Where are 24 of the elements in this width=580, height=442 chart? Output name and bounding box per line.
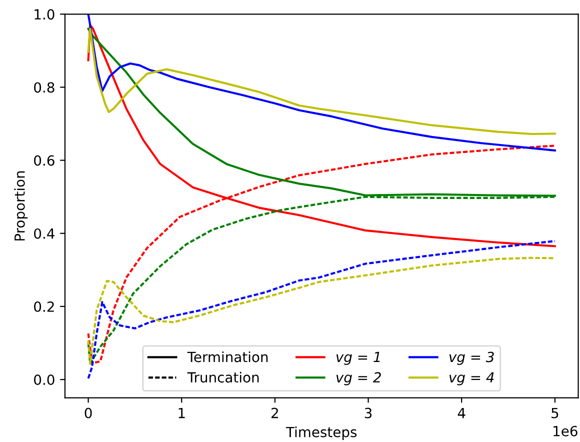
- y-tick-label: 1.0: [34, 9, 54, 20]
- annotation: Truncation: [187, 372, 259, 383]
- x-axis-title: Timesteps: [286, 426, 357, 440]
- legend-label: vg = 3: [449, 352, 494, 365]
- x-tick-label: 0: [84, 408, 92, 418]
- y-tick-label: 0.4: [34, 228, 54, 239]
- annotation: Termination: [187, 351, 268, 362]
- x-tick-label: 5: [552, 408, 558, 418]
- line-series: [87, 256, 556, 365]
- y-tick-label: 0.6: [34, 155, 54, 166]
- x-tick-label: 2: [272, 408, 278, 418]
- legend-label: vg = 4: [449, 372, 494, 386]
- legend-label: vg = 2: [336, 372, 381, 386]
- y-tick-label: 0.0: [34, 374, 54, 386]
- y-tick-label: 0.8: [34, 82, 54, 93]
- x-tick-label: 1: [178, 408, 185, 418]
- y-axis-title: Proportion: [14, 171, 28, 240]
- x-tick-label: 4: [458, 408, 466, 418]
- legend-label: vg = 1: [336, 352, 380, 365]
- line-series: [87, 28, 556, 136]
- x-tick-label: 3: [364, 408, 372, 418]
- line-series: [87, 14, 556, 152]
- text: 1e6: [554, 426, 578, 436]
- y-tick-label: 0.2: [34, 301, 54, 312]
